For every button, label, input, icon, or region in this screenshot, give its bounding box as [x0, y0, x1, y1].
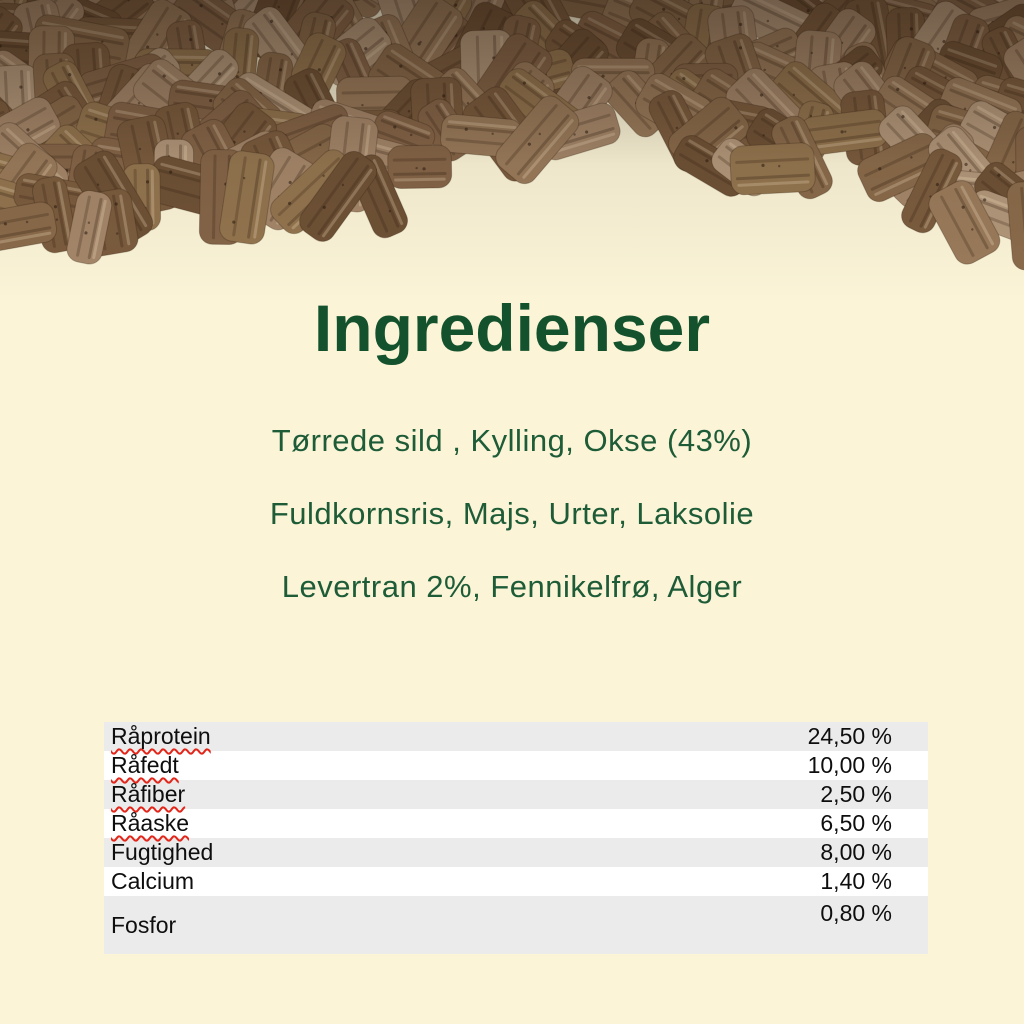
- table-row: Råfedt 10,00 %: [104, 751, 928, 780]
- nutrient-value: 24,50 %: [807, 723, 892, 749]
- table-row: Råfiber 2,50 %: [104, 780, 928, 809]
- nutrient-label: Råfiber: [111, 781, 186, 807]
- nutrient-label: Råfedt: [111, 752, 179, 778]
- pellets-photo: [0, 0, 1024, 300]
- nutrient-value: 10,00 %: [807, 752, 892, 778]
- table-row: Råaske 6,50 %: [104, 809, 928, 838]
- nutrient-label: Råprotein: [111, 723, 211, 749]
- nutrient-label: Fosfor: [111, 911, 177, 938]
- table-row: Fugtighed 8,00 %: [104, 838, 928, 867]
- nutrient-label: Calcium: [111, 868, 195, 894]
- ingredient-line: Levertran 2%, Fennikelfrø, Alger: [281, 569, 743, 604]
- page-title: Ingredienser: [313, 291, 711, 365]
- nutrient-value: 8,00 %: [820, 839, 892, 865]
- nutrient-label: Fugtighed: [111, 839, 214, 865]
- table-row: Fosfor 0,80 %: [104, 896, 928, 954]
- ingredient-line: Tørrede sild , Kylling, Okse (43%): [271, 423, 753, 458]
- nutrient-value: 2,50 %: [820, 781, 892, 807]
- ingredient-line: Fuldkornsris, Majs, Urter, Laksolie: [269, 496, 755, 531]
- analysis-table: Råprotein 24,50 % Råfedt 10,00 % Råfiber…: [104, 722, 928, 954]
- nutrient-label: Råaske: [111, 810, 189, 836]
- table-row: Calcium 1,40 %: [104, 867, 928, 896]
- nutrient-value: 0,80 %: [820, 900, 892, 926]
- nutrient-value: 1,40 %: [820, 868, 892, 894]
- ingredients-list: Tørrede sild , Kylling, Okse (43%) Fuldk…: [0, 419, 1024, 638]
- table-row: Råprotein 24,50 %: [104, 722, 928, 751]
- nutrient-value: 6,50 %: [820, 810, 892, 836]
